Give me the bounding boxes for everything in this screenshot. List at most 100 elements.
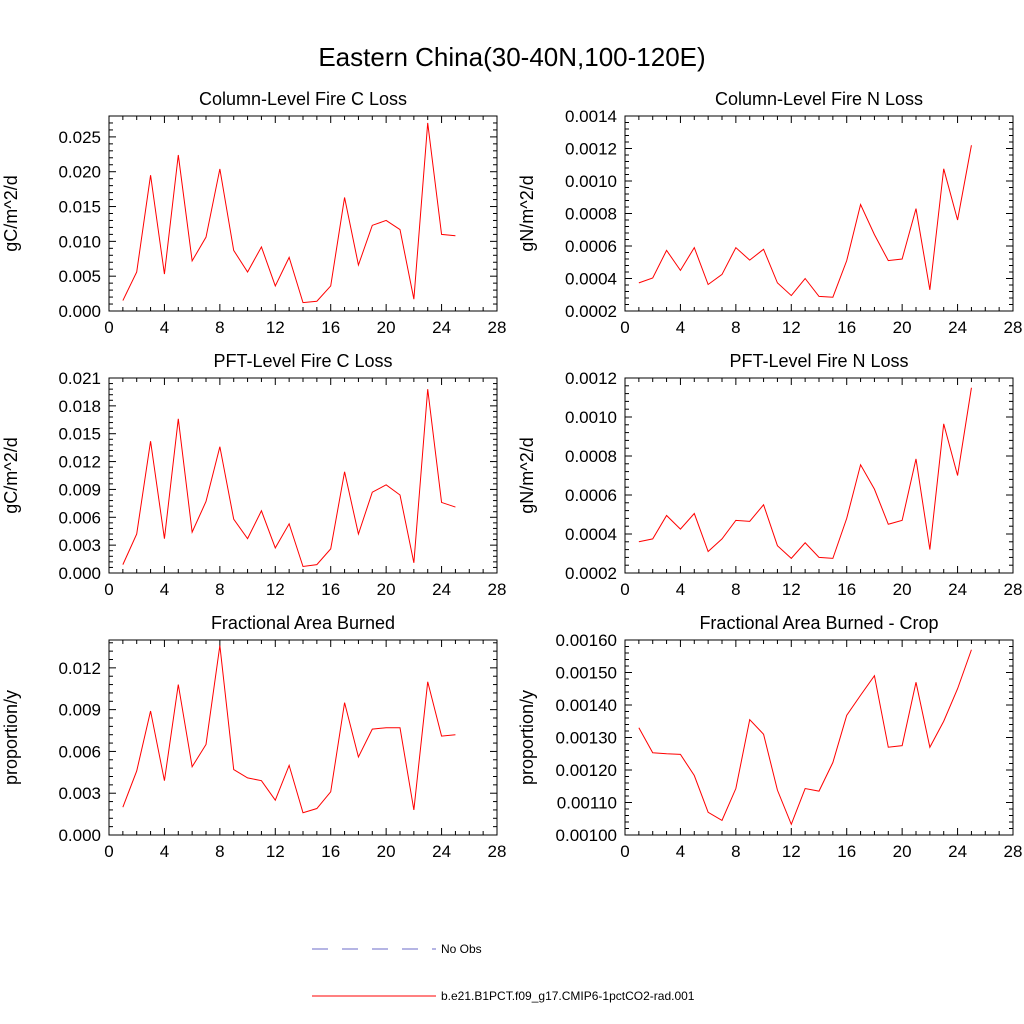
y-tick-label: 0.000 <box>58 302 101 321</box>
y-tick-label: 0.0008 <box>565 447 617 466</box>
y-tick-label: 0.021 <box>58 369 101 388</box>
y-tick-label: 0.00120 <box>556 761 617 780</box>
x-tick-label: 0 <box>620 318 629 337</box>
series-line <box>122 389 456 568</box>
y-tick-label: 0.020 <box>58 163 101 182</box>
x-tick-label: 0 <box>104 318 113 337</box>
y-tick-label: 0.0010 <box>565 408 617 427</box>
panel-column-fire-n-loss: Column-Level Fire N Loss gN/m^2/d 0 4 8 12 1… <box>517 89 1022 337</box>
y-tick-label: 0.0002 <box>565 302 617 321</box>
panel-title: Column-Level Fire C Loss <box>199 89 407 109</box>
x-tick-label: 12 <box>266 580 285 599</box>
panel-title: PFT-Level Fire N Loss <box>729 351 908 371</box>
y-tick-label: 0.006 <box>58 508 101 527</box>
x-tick-label: 4 <box>676 580 685 599</box>
series-line <box>638 649 972 826</box>
y-tick-label: 0.015 <box>58 425 101 444</box>
y-axis-label: gC/m^2/d <box>1 437 21 513</box>
y-tick-label: 0.00140 <box>556 696 617 715</box>
x-tick-label: 24 <box>948 580 967 599</box>
plot-frame <box>624 377 1014 574</box>
y-tick-label: 0.0004 <box>565 270 617 289</box>
series-line <box>122 645 456 814</box>
y-tick-label: 0.018 <box>58 397 101 416</box>
x-tick-label: 20 <box>377 318 396 337</box>
y-tick-label: 0.010 <box>58 232 101 251</box>
x-tick-label: 4 <box>676 318 685 337</box>
y-tick-label: 0.000 <box>58 826 101 845</box>
x-tick-label: 16 <box>321 580 340 599</box>
y-tick-label: 0.0010 <box>565 172 617 191</box>
x-tick-label: 16 <box>321 318 340 337</box>
panel-title: Fractional Area Burned <box>211 613 395 633</box>
y-tick-label: 0.0004 <box>565 525 617 544</box>
x-tick-label: 12 <box>266 318 285 337</box>
x-tick-label: 16 <box>837 842 856 861</box>
x-tick-label: 28 <box>488 580 507 599</box>
x-tick-label: 12 <box>266 842 285 861</box>
series-line <box>638 145 972 298</box>
x-tick-label: 28 <box>1004 318 1023 337</box>
plot-frame <box>108 639 498 836</box>
x-tick-label: 8 <box>731 580 740 599</box>
x-tick-label: 28 <box>1004 580 1023 599</box>
x-tick-label: 8 <box>215 580 224 599</box>
y-tick-label: 0.012 <box>58 659 101 678</box>
x-tick-label: 24 <box>432 318 451 337</box>
x-tick-label: 28 <box>488 318 507 337</box>
x-tick-label: 12 <box>782 580 801 599</box>
x-tick-label: 20 <box>377 580 396 599</box>
y-tick-label: 0.012 <box>58 453 101 472</box>
y-tick-label: 0.025 <box>58 128 101 147</box>
panel-pft-fire-n-loss: PFT-Level Fire N Loss gN/m^2/d 0 4 8 12 16 20… <box>517 351 1022 599</box>
plot-frame <box>624 115 1014 312</box>
x-tick-label: 4 <box>160 580 169 599</box>
legend: No Obs b.e21.B1PCT.f09_g17.CMIP6-1pctCO2… <box>312 942 695 1003</box>
y-axis-label: gN/m^2/d <box>517 437 537 513</box>
x-tick-label: 24 <box>948 318 967 337</box>
x-tick-label: 20 <box>893 318 912 337</box>
x-tick-label: 16 <box>321 842 340 861</box>
y-tick-label: 0.00110 <box>557 794 617 813</box>
series-line <box>638 387 972 560</box>
figure-title: Eastern China(30-40N,100-120E) <box>318 42 705 72</box>
y-tick-label: 0.0014 <box>565 107 617 126</box>
panel-title: Fractional Area Burned - Crop <box>699 613 938 633</box>
y-tick-label: 0.00160 <box>556 631 617 650</box>
panel-title: Column-Level Fire N Loss <box>715 89 923 109</box>
x-tick-label: 16 <box>837 318 856 337</box>
y-tick-label: 0.003 <box>58 536 101 555</box>
x-tick-label: 8 <box>731 842 740 861</box>
x-tick-label: 28 <box>488 842 507 861</box>
x-tick-label: 24 <box>948 842 967 861</box>
plot-frame <box>108 377 498 574</box>
x-tick-label: 0 <box>620 842 629 861</box>
x-tick-label: 4 <box>676 842 685 861</box>
y-axis-label: proportion/y <box>1 690 21 785</box>
y-tick-label: 0.00150 <box>556 664 617 683</box>
panel-pft-fire-c-loss: PFT-Level Fire C Loss gC/m^2/d 0 4 8 12 16 20… <box>1 351 506 599</box>
x-tick-label: 8 <box>215 318 224 337</box>
y-tick-label: 0.00100 <box>556 826 617 845</box>
panel-fractional-area-burned: Fractional Area Burned proportion/y 0 4 8 1… <box>1 613 506 861</box>
panel-title: PFT-Level Fire C Loss <box>213 351 392 371</box>
series-line <box>122 122 456 304</box>
y-tick-label: 0.0012 <box>565 369 617 388</box>
plot-frame <box>624 639 1014 836</box>
x-tick-label: 12 <box>782 318 801 337</box>
y-tick-label: 0.00130 <box>556 729 617 748</box>
y-tick-label: 0.005 <box>58 267 101 286</box>
panel-column-fire-c-loss: Column-Level Fire C Loss gC/m^2/d 0 4 8 12 1… <box>1 89 506 337</box>
y-tick-label: 0.015 <box>58 198 101 217</box>
legend-label-no-obs: No Obs <box>441 942 482 956</box>
x-tick-label: 4 <box>160 842 169 861</box>
y-tick-label: 0.0006 <box>565 237 617 256</box>
y-tick-label: 0.0006 <box>565 486 617 505</box>
panel-fractional-area-burned-crop: Fractional Area Burned - Crop proportion… <box>517 613 1022 861</box>
x-tick-label: 28 <box>1004 842 1023 861</box>
legend-label-model: b.e21.B1PCT.f09_g17.CMIP6-1pctCO2-rad.00… <box>441 989 695 1003</box>
x-tick-label: 0 <box>104 580 113 599</box>
y-tick-label: 0.009 <box>58 480 101 499</box>
x-tick-label: 0 <box>620 580 629 599</box>
